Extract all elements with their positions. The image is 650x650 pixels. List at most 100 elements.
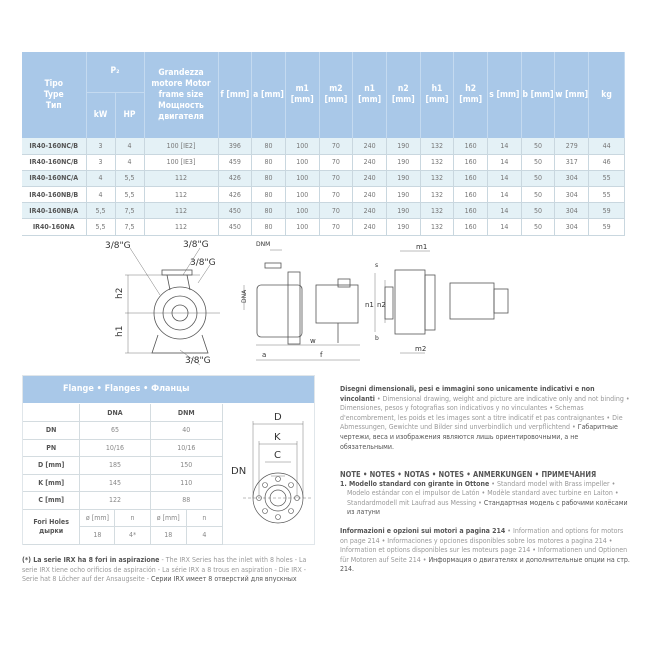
label-a: a	[262, 351, 266, 359]
table-cell: 190	[386, 154, 421, 171]
table-cell: 50	[521, 170, 556, 188]
flange-row-label: PN	[23, 439, 81, 457]
table-cell: 5,5	[86, 202, 116, 220]
info-ru: Информация о двигателях и дополнительные…	[340, 555, 630, 574]
footnote: (*) La serie IRX ha 8 fori in aspirazion…	[22, 556, 312, 585]
table-cell: 459	[218, 154, 253, 171]
header-b: b [mm]	[521, 52, 556, 138]
table-cell: 426	[218, 186, 253, 204]
table-cell: 70	[319, 138, 354, 155]
table-cell: 70	[319, 202, 354, 220]
header-f: f [mm]	[218, 52, 253, 138]
flange-dnm-value: 150	[150, 456, 224, 475]
flange-dna-value: 10/16	[79, 439, 151, 457]
header-type: Tipo Type Тип	[22, 52, 87, 138]
table-cell: 80	[251, 186, 286, 204]
table-row: IR40-160NB/B 4 5,5 112 426 80 100 70 240 190 132 16…	[22, 186, 626, 204]
table-cell: 240	[352, 170, 387, 188]
header-motor-frame: Grandezza motore Motor frame size Мощнос…	[144, 52, 219, 138]
table-cell: 59	[588, 202, 626, 220]
dna-hole-dia: 18	[79, 526, 116, 545]
table-cell: 4	[115, 138, 145, 155]
table-cell: 426	[218, 170, 253, 188]
table-cell: 112	[144, 186, 219, 204]
table-cell: 4	[86, 186, 116, 204]
table-cell: 160	[453, 170, 489, 188]
table-row: IR40-160NC/B 3 4 100 [IE2] 396 80 100 70 240 190 1…	[22, 138, 626, 155]
dimensional-drawings: 3/8"G 3/8"G 3/8"G 3/8"G h2 h1 DNM DNA w …	[105, 240, 509, 366]
header-p2: P₂	[86, 52, 145, 93]
table-cell: 190	[386, 202, 421, 220]
table-cell: 450	[218, 202, 253, 220]
cell-type: IR40-160NB/B	[22, 186, 87, 204]
table-cell: 240	[352, 138, 387, 155]
table-cell: 3	[86, 138, 116, 155]
flange-diagram: D K C DN	[231, 412, 313, 524]
disclaimer: Disegni dimensionali, pesi e immagini so…	[340, 385, 630, 452]
header-hp: HP	[115, 92, 145, 138]
table-row: IR40-160NC/B 3 4 100 [IE3] 459 80 100 70 240 190 1…	[22, 154, 626, 171]
flange-dna-value: 65	[79, 421, 151, 440]
table-cell: 4	[115, 154, 145, 171]
flange-row: D [mm] 185 150	[23, 456, 224, 475]
table-row: IR40-160NB/A 5,5 7,5 112 450 80 100 70 240 190 132…	[22, 202, 626, 220]
label-n2: n2	[377, 301, 386, 309]
header-n2: n2 [mm]	[386, 52, 421, 138]
flange-dna-value: 185	[79, 456, 151, 475]
footnote-ru: Серии IRX имеет 8 отверстий для впускных	[151, 575, 297, 584]
cell-type: IR40-160NA	[22, 218, 87, 236]
dna-hole-count: 4*	[114, 526, 151, 545]
table-cell: 80	[251, 138, 286, 155]
flange-dnm-value: 10/16	[150, 439, 224, 457]
label-m1: m1	[416, 243, 427, 251]
table-cell: 14	[487, 138, 522, 155]
label-h1: h1	[115, 326, 125, 337]
table-cell: 240	[352, 202, 387, 220]
flange-row: DN 65 40	[23, 421, 224, 440]
label-g1: 3/8"G	[105, 241, 131, 251]
table-cell: 112	[144, 170, 219, 188]
table-cell: 5,5	[86, 218, 116, 236]
cell-type: IR40-160NC/B	[22, 154, 87, 171]
table-cell: 160	[453, 186, 489, 204]
table-cell: 190	[386, 138, 421, 155]
table-cell: 304	[554, 218, 590, 236]
dnm-n-label: n	[186, 509, 224, 527]
disclaimer-text: • Dimensional drawing, weight and pictur…	[340, 394, 630, 432]
note1-text: • Standard model with Brass impeller • M…	[347, 479, 619, 507]
label-dnm: DNM	[256, 241, 270, 248]
note1-bold: 1. Modello standard con girante in Otton…	[340, 479, 490, 488]
table-cell: 100 [IE2]	[144, 138, 219, 155]
flange-row: K [mm] 145 110	[23, 474, 224, 492]
notes-title: NOTE • NOTES • NOTAS • NOTES • ANMERKUNG…	[340, 470, 597, 479]
table-cell: 240	[352, 186, 387, 204]
label-g4: 3/8"G	[185, 356, 211, 366]
cell-type: IR40-160NC/A	[22, 170, 87, 188]
info-bold: Informazioni e opzioni sui motori a pagi…	[340, 526, 506, 535]
table-cell: 7,5	[115, 202, 145, 220]
table-cell: 5,5	[115, 170, 145, 188]
note1-ru: Стандартная модель с рабочими колёсами и…	[347, 498, 628, 517]
table-cell: 279	[554, 138, 590, 155]
header-kw: kW	[86, 92, 116, 138]
flange-dnm-value: 110	[150, 474, 224, 492]
header-w: w [mm]	[554, 52, 590, 138]
flange-row-label: C [mm]	[23, 491, 81, 510]
table-cell: 14	[487, 154, 522, 171]
flange-dnm-value: 40	[150, 421, 224, 440]
table-cell: 132	[420, 170, 455, 188]
footnote-text: - The IRX Series has the inlet with 8 ho…	[22, 556, 307, 584]
table-cell: 3	[86, 154, 116, 171]
label-h2: h2	[115, 288, 125, 299]
table-cell: 304	[554, 202, 590, 220]
header-h2: h2 [mm]	[453, 52, 489, 138]
table-cell: 100	[285, 170, 320, 188]
diagram-label-d: D	[274, 412, 282, 423]
table-cell: 55	[588, 170, 626, 188]
flange-title: Flange • Flanges • Фланцы	[23, 376, 314, 403]
disclaimer-bold: Disegni dimensionali, pesi e immagini so…	[340, 385, 595, 403]
label-g3: 3/8"G	[190, 258, 216, 268]
table-cell: 7,5	[115, 218, 145, 236]
header-kg: kg	[588, 52, 626, 138]
disclaimer-ru: Габаритные чертежи, веса и изображения я…	[340, 423, 618, 451]
